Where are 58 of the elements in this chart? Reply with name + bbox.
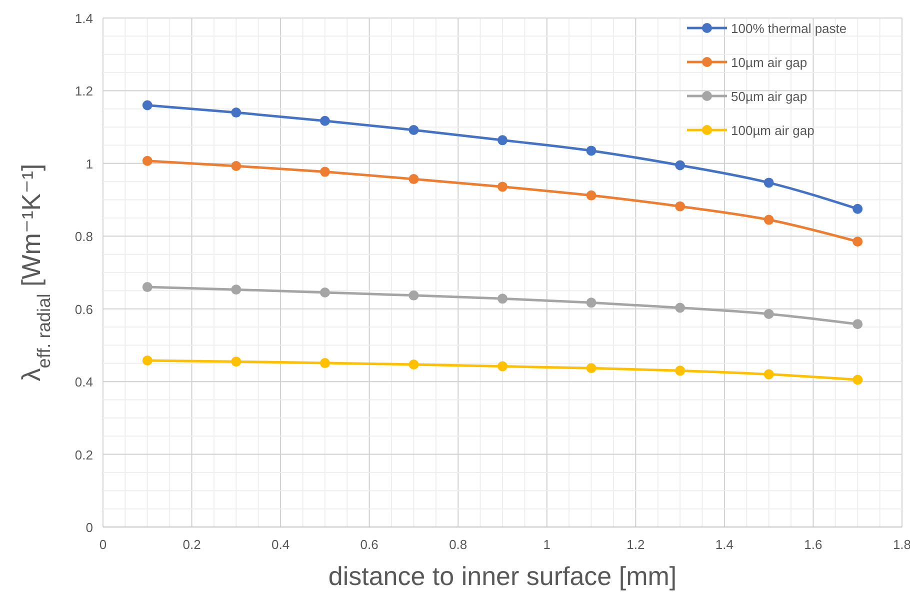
point xyxy=(498,182,508,192)
point xyxy=(675,160,686,170)
y-tick-label: 0.8 xyxy=(74,229,93,244)
point xyxy=(852,374,863,385)
legend-label: 50µm air gap xyxy=(731,89,808,104)
point xyxy=(408,359,419,370)
point xyxy=(142,355,152,366)
x-tick-label: 0.6 xyxy=(360,537,378,552)
point xyxy=(142,100,152,110)
point xyxy=(764,308,774,319)
point xyxy=(142,282,152,292)
point xyxy=(408,290,419,300)
point xyxy=(764,369,774,380)
legend-label: 100% thermal paste xyxy=(731,21,847,36)
point xyxy=(675,302,686,313)
y-tick-label: 1 xyxy=(86,156,93,172)
y-tick-label: 0.2 xyxy=(74,447,93,462)
point xyxy=(231,108,242,118)
x-tick-label: 0 xyxy=(99,537,107,552)
point xyxy=(320,358,330,368)
point xyxy=(852,236,863,247)
x-tick-label: 1.2 xyxy=(626,537,645,552)
legend-label: 100µm air gap xyxy=(731,123,814,138)
point xyxy=(498,135,508,146)
legend-label: 10µm air gap xyxy=(731,55,808,70)
point xyxy=(852,204,863,214)
y-tick-label: 1.2 xyxy=(74,84,93,99)
point xyxy=(586,190,596,200)
point xyxy=(498,294,508,304)
point xyxy=(142,156,152,166)
x-axis-title: distance to inner surface [mm] xyxy=(328,561,677,591)
x-tick-label: 1 xyxy=(543,537,551,552)
x-tick-label: 0.8 xyxy=(449,537,468,552)
point xyxy=(764,214,774,225)
point xyxy=(498,361,508,372)
point xyxy=(231,356,242,367)
point xyxy=(231,160,242,171)
point xyxy=(408,124,419,135)
point xyxy=(675,366,686,376)
point xyxy=(320,116,330,126)
x-tick-label: 1.6 xyxy=(804,537,822,552)
y-tick-label: 0 xyxy=(86,520,93,535)
y-tick-label: 1.4 xyxy=(74,11,93,26)
point xyxy=(586,298,596,308)
x-tick-label: 0.2 xyxy=(182,537,201,552)
point xyxy=(764,178,774,188)
point xyxy=(675,201,686,212)
y-tick-label: 0.4 xyxy=(74,374,93,390)
point xyxy=(586,363,596,374)
point xyxy=(320,287,330,298)
point xyxy=(852,319,863,330)
x-tick-label: 1.4 xyxy=(715,537,734,552)
x-tick-label: 0.4 xyxy=(272,537,290,552)
point xyxy=(320,166,330,177)
point xyxy=(408,174,419,184)
point xyxy=(586,146,596,156)
y-tick-label: 0.6 xyxy=(74,302,93,317)
point xyxy=(231,284,242,295)
